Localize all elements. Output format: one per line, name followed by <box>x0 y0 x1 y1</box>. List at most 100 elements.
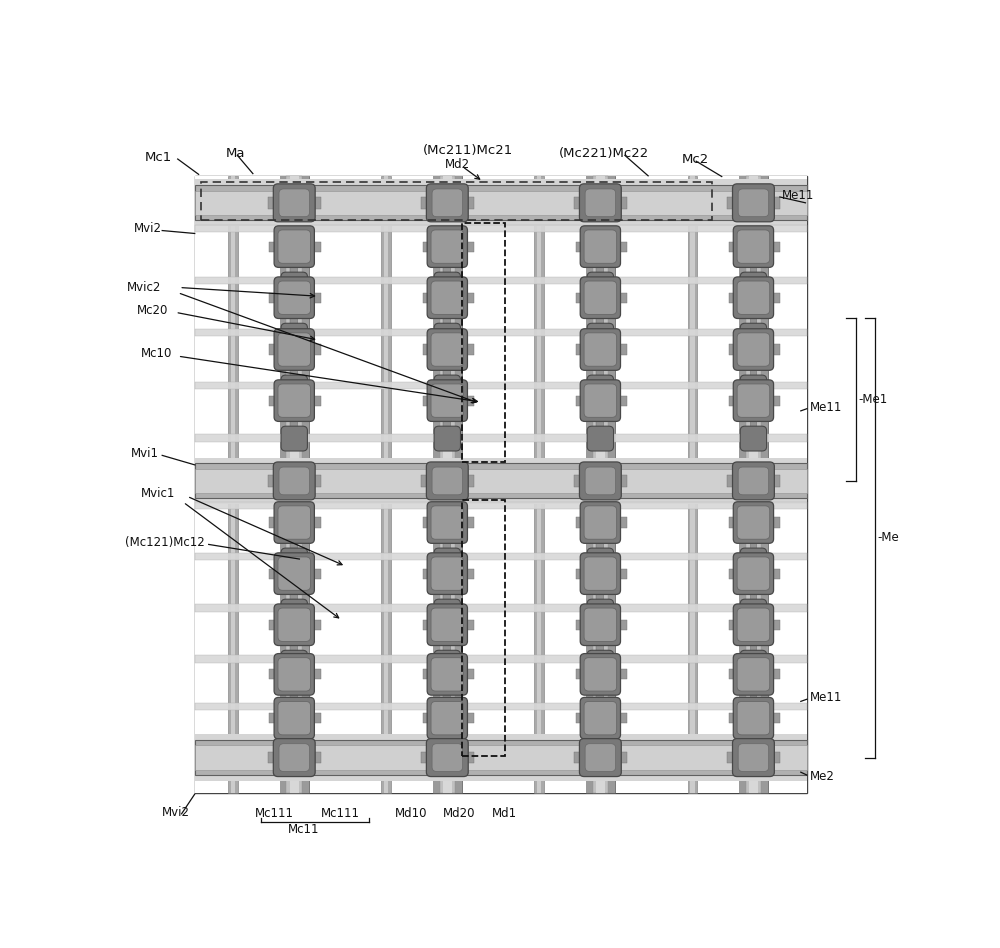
FancyBboxPatch shape <box>431 506 464 539</box>
Bar <box>596 641 604 671</box>
FancyBboxPatch shape <box>279 467 309 495</box>
Bar <box>576 620 586 629</box>
Bar <box>750 417 757 447</box>
Bar <box>201 182 712 220</box>
Bar <box>195 225 807 232</box>
FancyBboxPatch shape <box>281 599 307 624</box>
Bar <box>268 475 280 486</box>
Bar <box>290 175 299 793</box>
FancyBboxPatch shape <box>733 604 774 646</box>
Bar <box>574 475 586 486</box>
Bar <box>616 569 627 578</box>
Bar <box>195 554 807 560</box>
FancyBboxPatch shape <box>278 384 311 417</box>
Bar <box>440 175 455 793</box>
FancyBboxPatch shape <box>274 226 314 267</box>
Bar <box>195 775 807 781</box>
FancyBboxPatch shape <box>278 608 311 642</box>
Bar <box>195 655 807 663</box>
Bar <box>729 242 739 252</box>
Bar <box>423 713 433 723</box>
Bar <box>310 293 321 302</box>
Bar <box>310 518 321 528</box>
Bar <box>231 175 235 793</box>
FancyBboxPatch shape <box>434 700 460 724</box>
FancyBboxPatch shape <box>585 744 616 772</box>
Bar <box>423 669 433 680</box>
Bar <box>309 197 321 209</box>
Bar <box>268 197 280 209</box>
FancyBboxPatch shape <box>427 329 467 371</box>
Bar <box>576 569 586 578</box>
Bar <box>195 277 807 283</box>
Text: Mc11: Mc11 <box>288 823 319 835</box>
Text: Me2: Me2 <box>810 770 835 783</box>
Bar <box>769 518 780 528</box>
Bar <box>729 569 739 578</box>
Bar <box>615 752 627 763</box>
FancyBboxPatch shape <box>431 702 464 735</box>
FancyBboxPatch shape <box>427 553 467 594</box>
Bar <box>463 669 474 680</box>
Bar <box>574 197 586 209</box>
Bar <box>280 175 309 793</box>
FancyBboxPatch shape <box>278 333 311 366</box>
Bar <box>769 569 780 578</box>
Text: -Me: -Me <box>878 532 899 544</box>
Text: Mc1: Mc1 <box>144 151 172 164</box>
Text: Mvic1: Mvic1 <box>140 487 175 500</box>
Bar <box>443 263 451 293</box>
Text: Md10: Md10 <box>395 807 427 820</box>
FancyBboxPatch shape <box>427 226 467 267</box>
FancyBboxPatch shape <box>273 738 315 776</box>
Bar <box>195 434 807 442</box>
Bar <box>462 752 474 763</box>
FancyBboxPatch shape <box>733 653 774 695</box>
FancyBboxPatch shape <box>431 384 464 417</box>
Bar <box>596 590 604 620</box>
FancyBboxPatch shape <box>740 548 767 573</box>
FancyBboxPatch shape <box>434 548 460 573</box>
Text: Mvi2: Mvi2 <box>161 806 189 819</box>
FancyBboxPatch shape <box>434 650 460 675</box>
FancyBboxPatch shape <box>427 277 467 319</box>
Bar <box>421 752 433 763</box>
Bar <box>463 344 474 355</box>
FancyBboxPatch shape <box>281 323 307 348</box>
Text: Mc2: Mc2 <box>681 153 709 166</box>
FancyBboxPatch shape <box>733 226 774 267</box>
FancyBboxPatch shape <box>427 698 467 739</box>
Bar <box>195 458 807 464</box>
Bar <box>195 179 807 185</box>
Bar <box>750 641 757 671</box>
FancyBboxPatch shape <box>431 658 464 691</box>
FancyBboxPatch shape <box>434 323 460 348</box>
FancyBboxPatch shape <box>273 462 315 500</box>
Bar <box>381 175 391 793</box>
Bar <box>310 620 321 629</box>
Bar <box>195 702 807 710</box>
Bar <box>462 500 505 757</box>
Bar <box>443 175 452 793</box>
FancyBboxPatch shape <box>733 501 774 543</box>
FancyBboxPatch shape <box>274 329 314 371</box>
Bar <box>729 713 739 723</box>
Bar <box>739 175 768 793</box>
Bar <box>310 713 321 723</box>
FancyBboxPatch shape <box>434 427 460 451</box>
FancyBboxPatch shape <box>585 189 616 217</box>
Bar <box>290 366 298 396</box>
Bar <box>596 263 604 293</box>
Bar <box>537 175 541 793</box>
Text: Mc10: Mc10 <box>140 347 172 359</box>
Bar <box>463 713 474 723</box>
Text: Mvic2: Mvic2 <box>127 281 161 294</box>
Bar <box>615 197 627 209</box>
FancyBboxPatch shape <box>587 650 614 675</box>
FancyBboxPatch shape <box>281 744 307 769</box>
Bar <box>286 175 302 793</box>
FancyBboxPatch shape <box>426 738 468 776</box>
Bar <box>463 293 474 302</box>
Bar <box>195 502 807 509</box>
Bar <box>195 329 807 337</box>
